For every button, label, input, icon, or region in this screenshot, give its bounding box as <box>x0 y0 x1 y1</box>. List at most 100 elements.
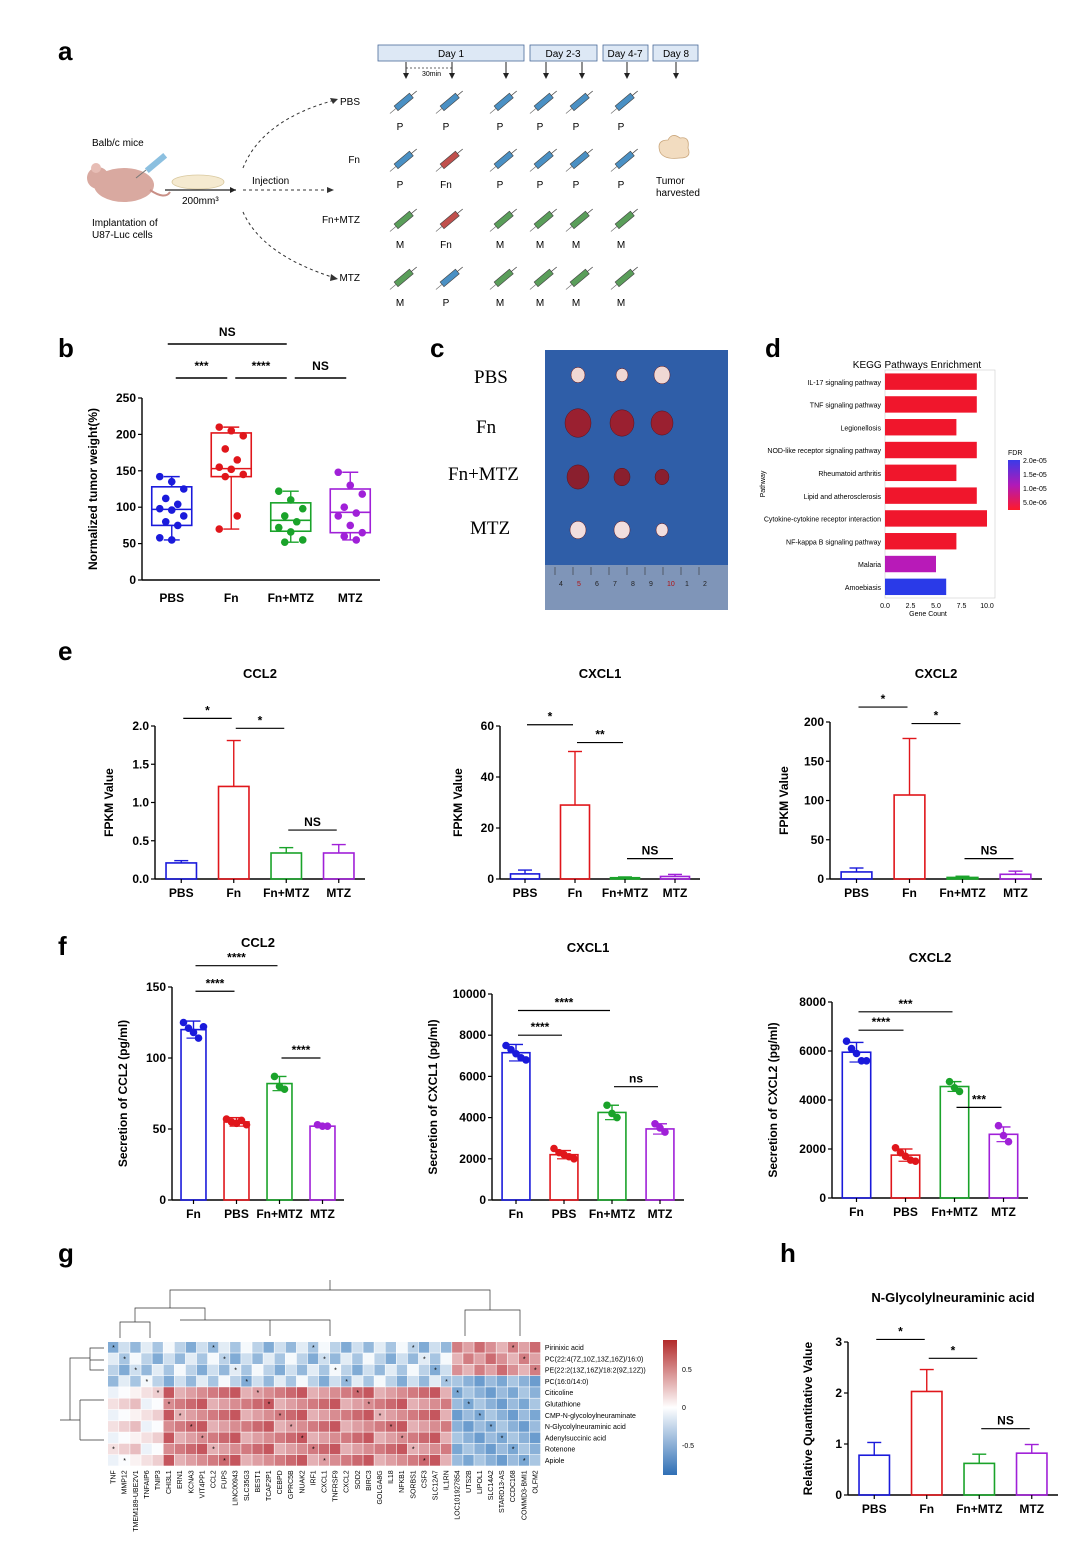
heatmap-cell <box>196 1342 208 1353</box>
heatmap-cell <box>529 1421 541 1432</box>
chart-title: N-Glycolylneuraminic acid <box>871 1290 1034 1305</box>
syringe-plunger <box>457 148 463 154</box>
volume-label: 200mm³ <box>182 196 219 207</box>
heatmap-column-label: CSF3 <box>421 1470 428 1488</box>
bar <box>840 871 873 880</box>
heatmap-column-label: IL1RN <box>444 1470 451 1490</box>
chart-d: KEGG Pathways Enrichment IL-17 signaling … <box>760 360 1047 618</box>
panel-a-schematic: Balb/c mice Implantation of U87-Luc cell… <box>87 44 700 309</box>
heatmap-cell <box>485 1387 496 1398</box>
heatmap-cell <box>385 1353 396 1364</box>
heatmap-cell <box>452 1353 463 1364</box>
y-tick-label: NOD-like receptor signaling pathway <box>767 448 881 455</box>
tumor-sample <box>613 467 631 487</box>
heatmap-cell <box>263 1443 274 1455</box>
heatmap-cell <box>507 1421 519 1432</box>
heatmap-cell <box>207 1353 219 1364</box>
heatmap-cell <box>230 1364 241 1376</box>
heatmap-cell <box>108 1455 119 1466</box>
heatmap-cell <box>152 1432 163 1444</box>
syringe-icon <box>435 208 463 232</box>
significance-label: ns <box>629 1072 643 1086</box>
heatmap-cell <box>207 1387 219 1398</box>
significance-star: * <box>512 1447 515 1454</box>
heatmap-cell <box>163 1409 174 1421</box>
heatmap-cell <box>307 1421 319 1432</box>
syringe-needle <box>610 226 618 232</box>
heatmap-cell <box>318 1432 330 1444</box>
significance-star: * <box>534 1368 537 1375</box>
data-point <box>945 1077 954 1086</box>
injection-mark: P <box>618 180 625 191</box>
bar <box>885 419 957 436</box>
chart-f2: 0 2000 4000 6000 8000 10000 CXCL1 Secretion of … <box>426 940 684 1221</box>
significance-star: * <box>112 1345 115 1352</box>
heatmap-cell <box>219 1353 230 1364</box>
heatmap-cell <box>452 1375 463 1387</box>
heatmap-cell <box>429 1443 441 1455</box>
heatmap-cell <box>163 1398 174 1410</box>
x-tick-label: Fn <box>568 886 583 900</box>
heatmap-cell <box>330 1375 341 1387</box>
heatmap-cell <box>507 1398 519 1410</box>
heatmap-cell <box>252 1342 263 1353</box>
heatmap-cell <box>452 1398 463 1410</box>
syringe-needle <box>529 284 537 290</box>
heatmap-column-label: MMP12 <box>122 1470 129 1494</box>
heatmap-cell <box>496 1364 507 1376</box>
syringe-icon <box>489 148 517 172</box>
significance-star: * <box>356 1390 359 1397</box>
heatmap-cell <box>363 1364 374 1376</box>
heatmap-cell <box>507 1432 519 1444</box>
y-tick-label: 2 <box>835 1386 842 1400</box>
heatmap-cell <box>119 1432 130 1444</box>
data-point <box>280 512 289 520</box>
heatmap-cell <box>296 1387 308 1398</box>
syringe-needle <box>565 108 573 114</box>
tumor-sample <box>570 367 586 383</box>
heatmap-cell <box>507 1455 519 1466</box>
x-tick-label: MTZ <box>338 591 363 605</box>
heatmap-cell <box>385 1342 396 1353</box>
heatmap-cell <box>263 1375 274 1387</box>
x-tick-label: Fn <box>224 591 239 605</box>
syringe-barrel <box>569 150 590 170</box>
chart-f3: 0 2000 4000 6000 8000 CXCL2 Secretion of CXCL2… <box>766 950 1028 1219</box>
bar <box>597 1111 627 1201</box>
chart-title: KEGG Pathways Enrichment <box>853 360 982 371</box>
heatmap-cell <box>130 1443 141 1455</box>
data-point <box>274 487 283 495</box>
x-tick-label: PBS <box>844 886 869 900</box>
tumor-sample <box>650 410 674 436</box>
heatmap-cell <box>374 1443 385 1455</box>
heatmap-cell <box>463 1364 474 1376</box>
data-point <box>340 532 349 541</box>
heatmap-cell <box>130 1375 141 1387</box>
heatmap-cell <box>507 1342 519 1353</box>
heatmap-cell <box>518 1398 530 1410</box>
heatmap-cell <box>507 1443 519 1455</box>
heatmap-cell <box>518 1421 530 1432</box>
heatmap-cell <box>341 1421 352 1432</box>
heatmap-cell <box>263 1455 274 1466</box>
timeline-arrow-head <box>449 73 455 79</box>
significance-label: NS <box>312 359 329 373</box>
data-point <box>346 481 355 490</box>
y-axis-label: Secretion of CXCL2 (pg/ml) <box>766 1022 780 1177</box>
heatmap-cell <box>396 1421 408 1432</box>
data-point <box>298 536 307 544</box>
heatmap-cell <box>496 1443 507 1455</box>
heatmap-cell <box>407 1455 419 1466</box>
heatmap-cell <box>174 1432 186 1444</box>
heatmap-cell <box>418 1398 430 1410</box>
heatmap-cell <box>418 1455 430 1466</box>
significance-star: * <box>423 1356 426 1363</box>
heatmap-cell <box>352 1455 363 1466</box>
heatmap-cell <box>263 1421 274 1432</box>
heatmap-cell <box>374 1421 385 1432</box>
injection-mark: P <box>618 122 625 133</box>
heatmap-cell <box>108 1421 119 1432</box>
significance-label: *** <box>972 1092 986 1106</box>
y-tick-label: 100 <box>116 500 136 514</box>
significance-star: * <box>223 1458 226 1465</box>
